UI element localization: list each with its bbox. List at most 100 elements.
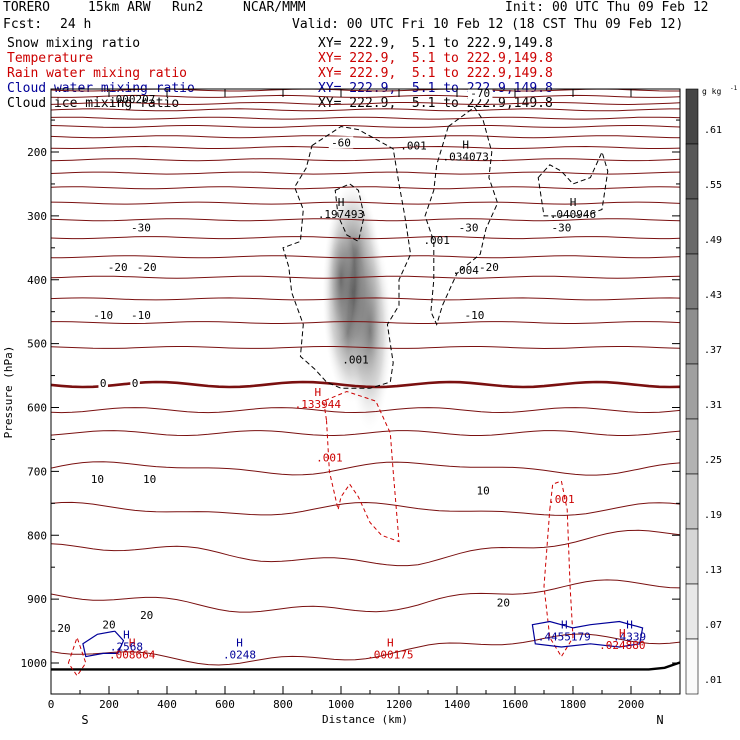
colorbar-tick-label: .49 <box>704 235 722 246</box>
header-org: NCAR/MMM <box>243 0 306 15</box>
isotherm-label: -60 <box>331 136 351 149</box>
snow-contour <box>424 106 499 326</box>
north-label: N <box>656 713 663 727</box>
snow-contour <box>537 150 609 217</box>
contour-label: .001 <box>342 354 369 367</box>
header-fcst-value: 24 h <box>60 17 92 32</box>
isotherm-line <box>51 108 680 112</box>
colorbar-tick-label: .43 <box>704 290 722 301</box>
isotherm-label: -30 <box>131 221 151 234</box>
colorbar-segment <box>685 253 699 310</box>
y-tick-label: 800 <box>27 529 47 542</box>
field-name: Snow mixing ratio <box>7 36 141 51</box>
isotherm-label: -30 <box>551 221 571 234</box>
isotherm-label-bg <box>130 377 140 390</box>
isotherm-line <box>51 255 680 259</box>
contour-label: .001 <box>423 234 450 247</box>
x-tick-label: 1000 <box>328 698 355 711</box>
x-tick-label: 400 <box>157 698 177 711</box>
colorbar-segment <box>685 583 699 640</box>
colorbar-tick-label: .55 <box>704 180 722 191</box>
isotherm-line <box>51 145 680 150</box>
header-resolution: 15km ARW <box>88 0 151 15</box>
y-tick-label: 700 <box>27 465 47 478</box>
isotherm-label-bg <box>141 473 159 486</box>
isotherm-label-bg <box>474 484 492 497</box>
isotherm-label-bg <box>90 308 116 321</box>
header-run: Run2 <box>172 0 204 15</box>
isotherm-line <box>51 125 680 128</box>
maximum-value: .2568 <box>110 640 143 653</box>
field-xy: XY= 222.9, 5.1 to 222.9,149.8 <box>318 51 553 66</box>
colorbar-tick-label: .61 <box>704 125 722 136</box>
isotherm-label-bg <box>328 136 354 149</box>
maximum-value: .024880 <box>599 639 645 652</box>
field-xy: XY= 222.9, 5.1 to 222.9,149.8 <box>318 36 553 51</box>
isotherm-label-bg <box>105 260 130 273</box>
cloud-water-contour <box>531 620 644 648</box>
isotherm-label: -10 <box>464 309 484 322</box>
maximum-marker: H <box>314 386 321 399</box>
x-tick-label: 1200 <box>386 698 413 711</box>
maximum-value: .133944 <box>295 398 342 411</box>
colorbar-tick-label: .19 <box>704 510 722 521</box>
y-tick-label: 1000 <box>21 657 48 670</box>
isotherm-label-bg <box>467 89 493 100</box>
isotherm-line <box>51 171 680 175</box>
isotherm-label: 10 <box>143 473 156 486</box>
maximum-value: .000175 <box>367 649 413 662</box>
isotherm-line <box>51 186 680 190</box>
isotherm-label: -20 <box>479 261 499 274</box>
y-tick-label: 400 <box>27 274 47 287</box>
snow-contour <box>282 125 412 389</box>
colorbar-segment <box>685 528 699 585</box>
isotherm-label: -30 <box>459 221 479 234</box>
maximum-marker: H <box>561 619 568 632</box>
snow-contour <box>334 183 365 243</box>
isotherm-label: 10 <box>476 485 489 498</box>
isotherm-label-bg <box>98 377 108 390</box>
x-tick-label: 200 <box>99 698 119 711</box>
colorbar-tick-label: .13 <box>704 565 722 576</box>
isotherm-line <box>51 135 680 139</box>
isotherm-label-bg <box>128 308 154 321</box>
maximum-marker: H <box>570 196 577 209</box>
maximum-value: .000207 <box>109 93 155 106</box>
isotherm-line <box>51 275 680 279</box>
snow-shading-lobe <box>348 230 392 431</box>
isotherm-label: 0 <box>132 377 139 390</box>
contour-label: .001 <box>316 451 343 464</box>
isotherm-line <box>51 380 680 389</box>
x-tick-label: 1800 <box>560 698 587 711</box>
y-tick-label: 600 <box>27 402 47 415</box>
y-tick-label: 200 <box>27 146 47 159</box>
colorbar-tick-label: .07 <box>704 620 722 631</box>
isotherm-label: 20 <box>140 609 153 622</box>
isotherm-line <box>51 461 680 476</box>
y-tick-label: 300 <box>27 210 47 223</box>
x-tick-label: 2000 <box>618 698 645 711</box>
isotherm-label-bg <box>462 308 487 321</box>
isotherm-label: -10 <box>93 309 113 322</box>
isotherm-line <box>51 297 680 301</box>
maximum-marker: H <box>462 138 469 151</box>
snow-shading-lobe <box>327 219 355 340</box>
y-tick-label: 500 <box>27 338 47 351</box>
colorbar-segment <box>685 418 699 475</box>
plot-frame <box>50 88 681 695</box>
colorbar-segment <box>685 198 699 255</box>
field-name: Temperature <box>7 51 94 66</box>
cloud-water-contour <box>82 630 125 658</box>
colorbar-segment <box>685 308 699 365</box>
isotherm-line <box>51 236 680 240</box>
isotherm-line <box>51 501 680 516</box>
maximum-value: .040946 <box>550 208 596 221</box>
isotherm-line <box>51 430 680 437</box>
isotherm-line <box>51 158 680 162</box>
isotherm-line <box>51 116 680 120</box>
field-xy: XY= 222.9, 5.1 to 222.9,149.8 <box>318 66 553 81</box>
x-tick-label: 1400 <box>444 698 471 711</box>
colorbar-segment <box>685 88 699 145</box>
y-axis-label: Pressure (hPa) <box>2 346 15 439</box>
